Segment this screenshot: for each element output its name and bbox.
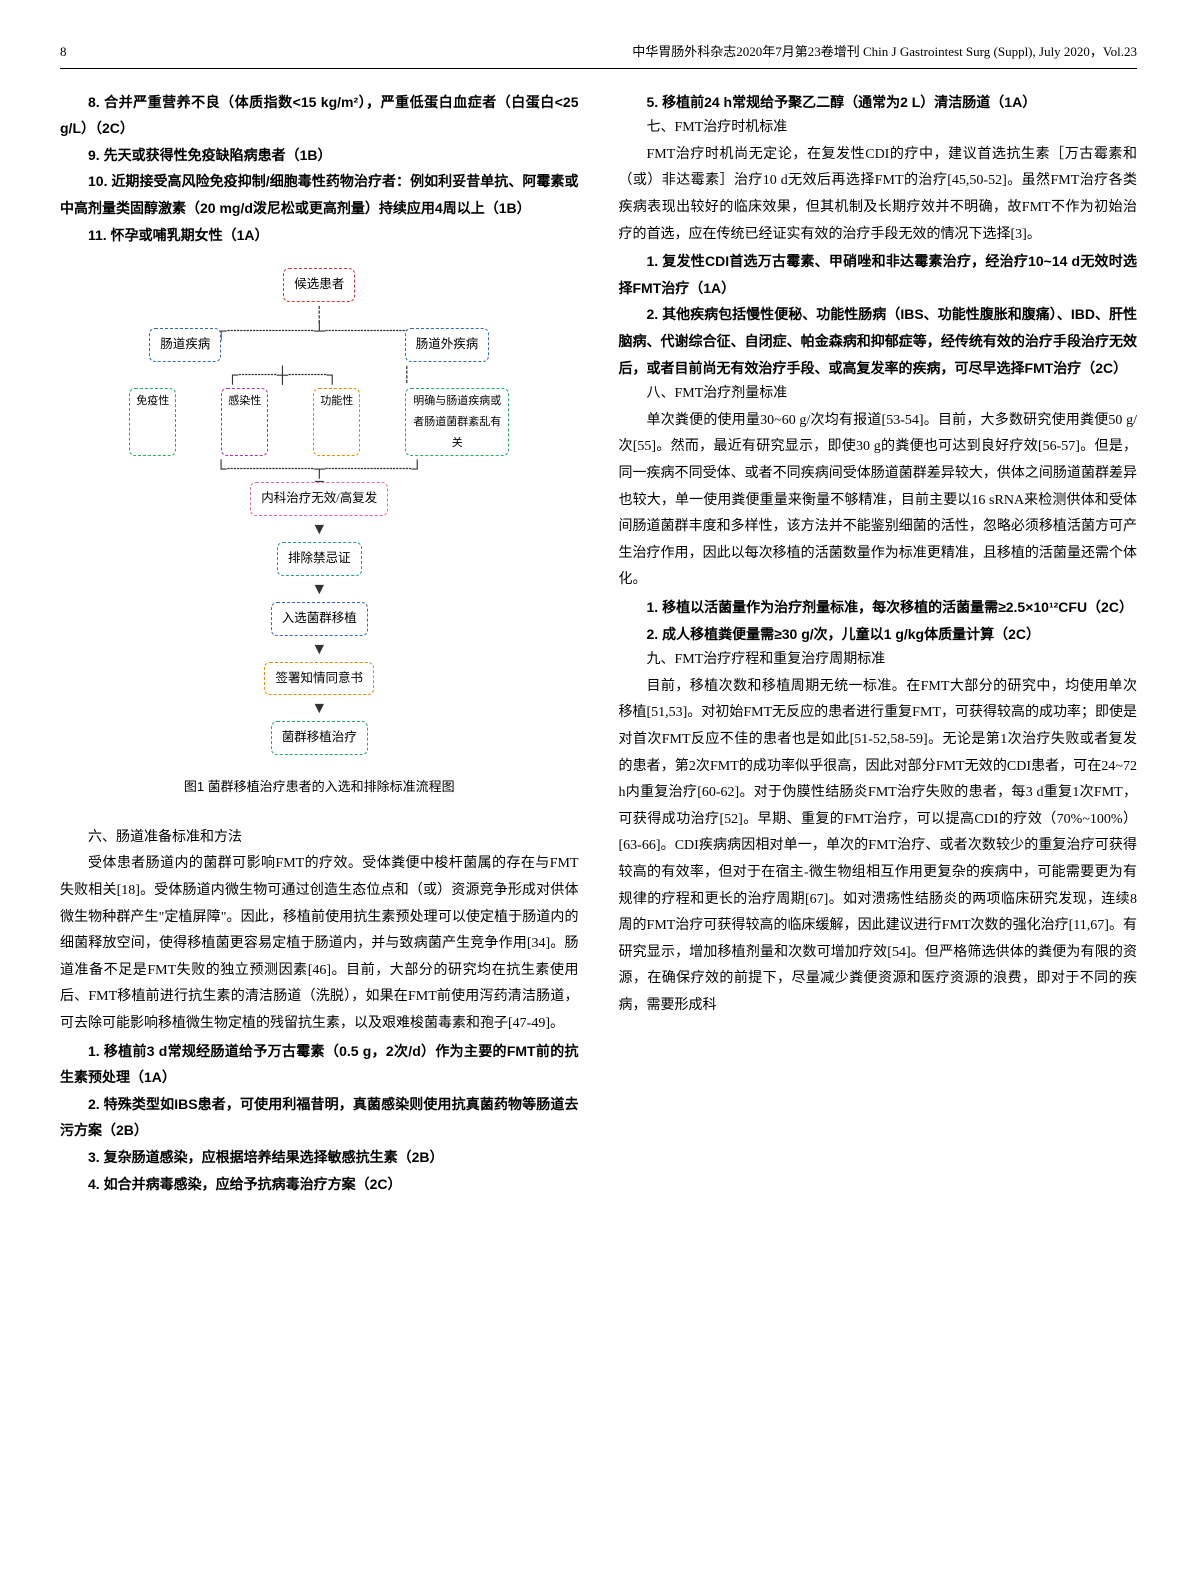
flow-node-related: 明确与肠道疾病或者肠道菌群紊乱有关 [405, 388, 509, 457]
flow-node-exclude: 排除禁忌证 [277, 542, 362, 576]
section-8-rec-2: 2. 成人移植粪便量需≥30 g/次，儿童以1 g/kg体质量计算（2C） [619, 621, 1138, 648]
flow-node-medical-fail: 内科治疗无效/高复发 [250, 482, 388, 516]
flow-node-consent: 签署知情同意书 [264, 662, 374, 696]
right-column: 5. 移植前24 h常规给予聚乙二醇（通常为2 L）清洁肠道（1A） 七、FMT… [619, 89, 1138, 1197]
section-6-body: 受体患者肠道内的菌群可影响FMT的疗效。受体粪便中梭杆菌属的存在与FMT失败相关… [60, 851, 579, 1037]
flow-arrow: ▼ [129, 642, 509, 656]
section-6-rec-4: 4. 如合并病毒感染，应给予抗病毒治疗方案（2C） [60, 1171, 579, 1198]
journal-header-text: 中华胃肠外科杂志2020年7月第23卷增刊 Chin J Gastrointes… [632, 40, 1137, 65]
flow-node-treatment: 菌群移植治疗 [271, 721, 368, 755]
flowchart-figure-1: 候选患者 ┊┌┄┄┄┄┄┄┄┄┄┴┄┄┄┄┄┄┄┄┄┐ 肠道疾病 肠道外疾病 ┌… [129, 268, 509, 755]
flow-node-candidate: 候选患者 [283, 268, 355, 302]
flow-arrow: ▼ [129, 701, 509, 715]
section-6-rec-3: 3. 复杂肠道感染，应根据培养结果选择敏感抗生素（2B） [60, 1144, 579, 1171]
section-6-rec-2: 2. 特殊类型如IBS患者，可使用利福昔明，真菌感染则使用抗真菌药物等肠道去污方… [60, 1091, 579, 1144]
flow-node-enroll: 入选菌群移植 [271, 602, 368, 636]
flow-node-gi-disease: 肠道疾病 [149, 328, 221, 362]
flow-node-immune: 免疫性 [129, 388, 176, 457]
flow-arrow: ┊┌┄┄┄┄┄┄┄┄┄┴┄┄┄┄┄┄┄┄┄┐ [129, 308, 509, 322]
section-6-title: 六、肠道准备标准和方法 [60, 825, 579, 852]
left-column: 8. 合并严重营养不良（体质指数<15 kg/m²），严重低蛋白血症者（白蛋白<… [60, 89, 579, 1197]
flow-node-infectious: 感染性 [221, 388, 268, 457]
item-11: 11. 怀孕或哺乳期女性（1A） [60, 222, 579, 249]
two-column-layout: 8. 合并严重营养不良（体质指数<15 kg/m²），严重低蛋白血症者（白蛋白<… [60, 89, 1137, 1197]
section-9-body: 目前，移植次数和移植周期无统一标准。在FMT大部分的研究中，均使用单次移植[51… [619, 674, 1138, 1020]
item-8: 8. 合并严重营养不良（体质指数<15 kg/m²），严重低蛋白血症者（白蛋白<… [60, 89, 579, 142]
section-6-rec-1: 1. 移植前3 d常规经肠道给予万古霉素（0.5 g，2次/d）作为主要的FMT… [60, 1038, 579, 1091]
flow-arrow: ▼ [129, 522, 509, 536]
section-7-body: FMT治疗时机尚无定论，在复发性CDI的疗中，建议首选抗生素［万古霉素和（或）非… [619, 142, 1138, 248]
section-9-title: 九、FMT治疗疗程和重复治疗周期标准 [619, 647, 1138, 674]
item-10: 10. 近期接受高风险免疫抑制/细胞毒性药物治疗者：例如利妥昔单抗、阿霉素或中高… [60, 168, 579, 221]
flow-arrow: └┄┄┄┄┄┄┄┄┄┬┄┄┄┄┄┄┄┄┄┘▼ [129, 462, 509, 476]
section-7-rec-1: 1. 复发性CDI首选万古霉素、甲硝唑和非达霉素治疗，经治疗10~14 d无效时… [619, 248, 1138, 301]
item-9: 9. 先天或获得性免疫缺陷病患者（1B） [60, 142, 579, 169]
section-8-rec-1: 1. 移植以活菌量作为治疗剂量标准，每次移植的活菌量需≥2.5×10¹²CFU（… [619, 594, 1138, 621]
flow-node-functional: 功能性 [313, 388, 360, 457]
flow-arrow: ┌┄┄┄┄┼┄┄┄┄┐ ┊ [129, 368, 509, 382]
section-7-rec-2: 2. 其他疾病包括慢性便秘、功能性肠病（IBS、功能性腹胀和腹痛）、IBD、肝性… [619, 301, 1138, 381]
section-8-body: 单次粪便的使用量30~60 g/次均有报道[53-54]。目前，大多数研究使用粪… [619, 408, 1138, 594]
flow-arrow: ▼ [129, 582, 509, 596]
figure-1-caption: 图1 菌群移植治疗患者的入选和排除标准流程图 [60, 775, 579, 800]
section-8-title: 八、FMT治疗剂量标准 [619, 381, 1138, 408]
section-7-title: 七、FMT治疗时机标准 [619, 115, 1138, 142]
flow-node-extra-gi-disease: 肠道外疾病 [405, 328, 490, 362]
section-6-rec-5: 5. 移植前24 h常规给予聚乙二醇（通常为2 L）清洁肠道（1A） [619, 89, 1138, 116]
page-number: 8 [60, 40, 67, 65]
page-header: 8 中华胃肠外科杂志2020年7月第23卷增刊 Chin J Gastroint… [60, 40, 1137, 69]
